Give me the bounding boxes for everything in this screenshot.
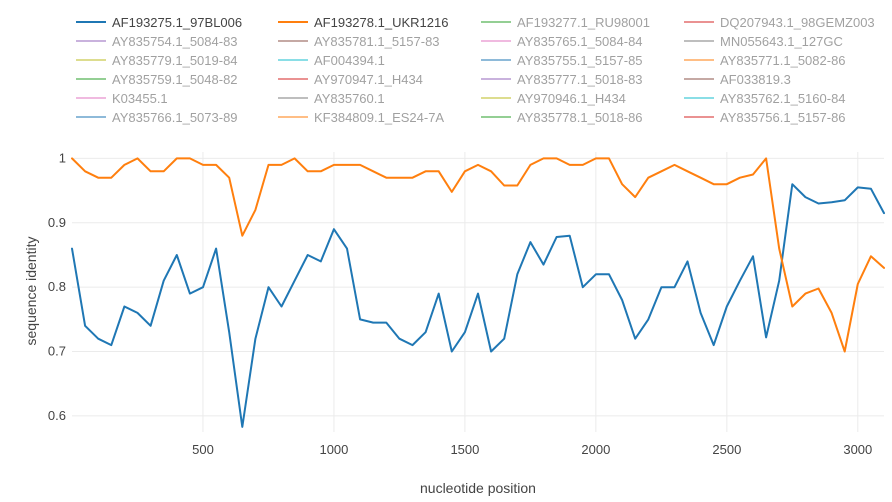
legend-label: AY835760.1 <box>314 91 385 106</box>
legend-label: AY835754.1_5084-83 <box>112 34 238 49</box>
legend-item[interactable]: AY835756.1_5157-86 <box>684 110 846 125</box>
x-tick-label: 1000 <box>319 442 348 457</box>
legend-item[interactable]: AY970947.1_H434 <box>278 72 423 87</box>
legend-label: AY970946.1_H434 <box>517 91 626 106</box>
legend-item[interactable]: AF193278.1_UKR1216 <box>278 15 448 30</box>
y-tick-label: 1 <box>59 150 66 165</box>
legend-item[interactable]: MN055643.1_127GC <box>684 34 843 49</box>
legend-label: AF004394.1 <box>314 53 385 68</box>
legend-label: MN055643.1_127GC <box>720 34 843 49</box>
legend-item[interactable]: AY835754.1_5084-83 <box>76 34 238 49</box>
legend-item[interactable]: DQ207943.1_98GEMZ003 <box>684 15 875 30</box>
legend-item[interactable]: AY970946.1_H434 <box>481 91 626 106</box>
legend-label: AF193278.1_UKR1216 <box>314 15 448 30</box>
x-axis-ticks: 500 1000 1500 2000 2500 3000 <box>192 442 872 457</box>
legend-item[interactable]: K03455.1 <box>76 91 168 106</box>
legend-label: AY835759.1_5048-82 <box>112 72 238 87</box>
legend-item[interactable]: AY835781.1_5157-83 <box>278 34 440 49</box>
legend-label: AY835777.1_5018-83 <box>517 72 643 87</box>
legend-item[interactable]: AF004394.1 <box>278 53 385 68</box>
legend-label: AY835765.1_5084-84 <box>517 34 643 49</box>
legend-label: DQ207943.1_98GEMZ003 <box>720 15 875 30</box>
x-tick-label: 2500 <box>712 442 741 457</box>
y-axis-title: sequence identity <box>23 237 39 346</box>
y-axis-ticks: 0.6 0.7 0.8 0.9 1 <box>48 150 66 422</box>
legend-label: AF193275.1_97BL006 <box>112 15 242 30</box>
legend-label: AF033819.3 <box>720 72 791 87</box>
y-tick-label: 0.8 <box>48 279 66 294</box>
legend-item[interactable]: AY835771.1_5082-86 <box>684 53 846 68</box>
x-tick-label: 2000 <box>581 442 610 457</box>
legend-label: AY970947.1_H434 <box>314 72 423 87</box>
x-axis-title: nucleotide position <box>420 480 536 496</box>
legend-item[interactable]: AY835778.1_5018-86 <box>481 110 643 125</box>
legend-label: AY835766.1_5073-89 <box>112 110 238 125</box>
legend-item[interactable]: AY835755.1_5157-85 <box>481 53 643 68</box>
legend-item[interactable]: AY835779.1_5019-84 <box>76 53 238 68</box>
legend-item[interactable]: AY835762.1_5160-84 <box>684 91 846 106</box>
legend-label: KF384809.1_ES24-7A <box>314 110 444 125</box>
legend-item[interactable]: AY835777.1_5018-83 <box>481 72 643 87</box>
legend-label: AY835755.1_5157-85 <box>517 53 643 68</box>
gridlines <box>72 152 884 432</box>
legend-label: AY835771.1_5082-86 <box>720 53 846 68</box>
legend-label: K03455.1 <box>112 91 168 106</box>
series-line-AF193275.1_97BL006[interactable] <box>71 183 885 428</box>
legend-item[interactable]: AF033819.3 <box>684 72 791 87</box>
y-tick-label: 0.7 <box>48 344 66 359</box>
x-tick-label: 3000 <box>843 442 872 457</box>
legend-item[interactable]: AF193275.1_97BL006 <box>76 15 242 30</box>
legend-label: AY835778.1_5018-86 <box>517 110 643 125</box>
x-tick-label: 500 <box>192 442 214 457</box>
legend-label: AF193277.1_RU98001 <box>517 15 650 30</box>
plot-area[interactable] <box>71 157 885 428</box>
legend-label: AY835762.1_5160-84 <box>720 91 846 106</box>
legend-item[interactable]: AY835760.1 <box>278 91 385 106</box>
series-line-AF193278.1_UKR1216[interactable] <box>71 157 885 353</box>
y-tick-label: 0.6 <box>48 408 66 423</box>
legend: AF193275.1_97BL006 AF193278.1_UKR1216 AF19… <box>76 15 875 125</box>
legend-item[interactable]: KF384809.1_ES24-7A <box>278 110 444 125</box>
x-tick-label: 1500 <box>450 442 479 457</box>
legend-label: AY835779.1_5019-84 <box>112 53 238 68</box>
y-tick-label: 0.9 <box>48 215 66 230</box>
legend-item[interactable]: AF193277.1_RU98001 <box>481 15 650 30</box>
legend-item[interactable]: AY835759.1_5048-82 <box>76 72 238 87</box>
legend-label: AY835756.1_5157-86 <box>720 110 846 125</box>
legend-label: AY835781.1_5157-83 <box>314 34 440 49</box>
legend-item[interactable]: AY835766.1_5073-89 <box>76 110 238 125</box>
legend-item[interactable]: AY835765.1_5084-84 <box>481 34 643 49</box>
